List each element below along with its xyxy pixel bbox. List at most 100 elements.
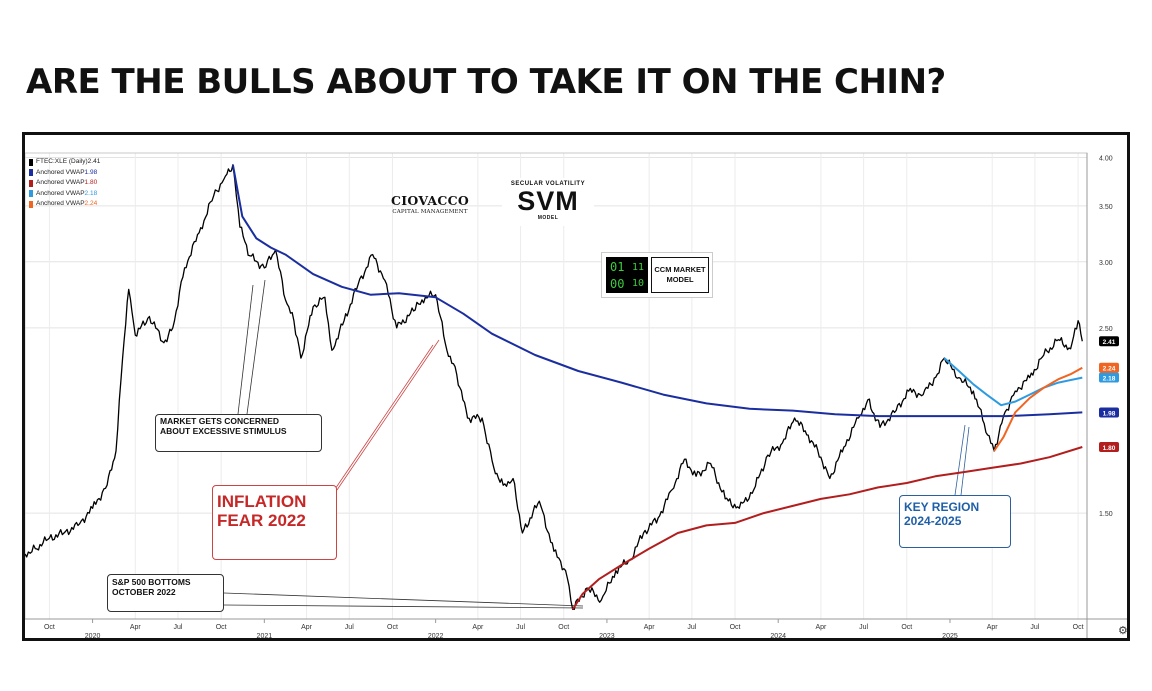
year-label: 2024 <box>770 633 786 638</box>
x-tick-label: Oct <box>730 624 741 631</box>
key-line2: 2024-2025 <box>904 514 962 528</box>
legend-value: 2.18 <box>84 189 98 197</box>
callout-line-inflation <box>336 339 440 491</box>
x-tick-label: Jul <box>859 624 868 631</box>
series-line <box>993 366 1083 452</box>
x-tick-label: Apr <box>815 624 827 631</box>
legend-value: 1.98 <box>84 168 98 176</box>
price-chart: 4.00 3.50 3.00 2.50 1.50 Oct Apr Jul Oct Apr Jul Oc… <box>25 152 1127 638</box>
legend-label: Anchored VWAP <box>36 179 85 186</box>
legend-item: FTEC:XLE (Daily) 2.41 <box>29 157 100 168</box>
ccm-digit: 01 <box>610 260 625 274</box>
callout-lines <box>223 279 970 609</box>
x-tick-label: Jul <box>1030 624 1039 631</box>
svm-top-text: SECULAR VOLATILITY <box>510 181 586 187</box>
price-tag <box>1099 362 1119 373</box>
stimulus-annotation: MARKET GETS CONCERNED ABOUT EXCESSIVE ST… <box>155 414 322 452</box>
x-tick-label: Apr <box>130 624 142 631</box>
x-tick-label: Oct <box>44 624 55 631</box>
y-tick-label: 3.00 <box>1099 260 1113 267</box>
legend-value: 1.80 <box>84 179 98 186</box>
price-tag <box>1099 407 1119 418</box>
x-tick-label: Oct <box>1073 624 1084 631</box>
x-tick-label: Jul <box>345 624 354 631</box>
callout-line-key <box>954 424 966 496</box>
chart-frame: 4.00 3.50 3.00 2.50 1.50 Oct Apr Jul Oct Apr Jul Oc… <box>22 132 1130 641</box>
year-label: 2020 <box>85 633 101 638</box>
y-tick-label: 2.50 <box>1099 326 1113 333</box>
ccm-digit: 00 <box>610 277 625 291</box>
price-labels: 2.41 1.98 1.80 2.18 2.24 <box>1099 336 1119 452</box>
legend-swatch <box>29 200 33 208</box>
axes: 4.00 3.50 3.00 2.50 1.50 Oct Apr Jul Oct Apr Jul Oc… <box>25 152 1127 638</box>
svm-logo: SECULAR VOLATILITY SVM MODEL <box>502 178 594 226</box>
x-tick-label: Apr <box>301 624 313 631</box>
legend-value: 2.41 <box>87 158 101 165</box>
legend-item: Anchored VWAP 2.18 <box>29 189 100 200</box>
series-line <box>571 446 1083 610</box>
callout-line-key <box>960 426 970 496</box>
year-label: 2021 <box>257 633 273 638</box>
x-tick-label: Oct <box>216 624 227 631</box>
legend-value: 2.24 <box>84 200 98 207</box>
x-tick-label: Apr <box>987 624 999 631</box>
inflation-line1: INFLATION <box>217 492 307 511</box>
price-tag-label: 1.80 <box>1103 445 1116 452</box>
ccm-line2: MODEL <box>666 275 694 284</box>
price-tag-label: 1.98 <box>1103 410 1116 417</box>
stimulus-line2: ABOUT EXCESSIVE STIMULUS <box>160 426 287 436</box>
svm-big-text: SVM <box>517 186 579 216</box>
x-tick-label: Jul <box>174 624 183 631</box>
year-label: 2022 <box>428 633 444 638</box>
year-label: 2025 <box>942 633 958 638</box>
legend-swatch <box>29 158 33 166</box>
legend-label: Anchored VWAP <box>36 200 85 207</box>
price-tag <box>1099 441 1119 452</box>
legend-item: Anchored VWAP 2.24 <box>29 199 100 210</box>
inflation-annotation: INFLATION FEAR 2022 <box>212 485 337 560</box>
key-region-annotation: KEY REGION 2024-2025 <box>899 495 1011 548</box>
ccm-logo: 01 11 00 10 CCM MARKET MODEL <box>601 252 713 298</box>
settings-gear-icon[interactable]: ⚙ <box>1118 624 1127 637</box>
ccm-line1: CCM MARKET <box>654 265 706 274</box>
ccm-digit: 10 <box>632 278 645 289</box>
price-tag-label: 2.24 <box>1103 366 1116 373</box>
y-tick-label: 4.00 <box>1099 156 1113 163</box>
callout-line-stimulus <box>237 284 254 415</box>
ciovacco-logo: CIOVACCO CAPITAL MANAGEMENT <box>388 193 472 215</box>
price-tag-label: 2.18 <box>1103 376 1116 383</box>
y-tick-label: 3.50 <box>1099 204 1113 211</box>
callout-line-inflation <box>330 344 434 496</box>
legend-label: Anchored VWAP <box>36 168 85 176</box>
callout-line-sp500 <box>223 604 584 609</box>
series-line <box>943 357 1083 407</box>
svm-bottom-text: MODEL <box>537 215 559 221</box>
legend-swatch <box>29 190 33 198</box>
x-tick-label: Jul <box>516 624 525 631</box>
inflation-line2: FEAR 2022 <box>217 511 306 530</box>
legend-item: Anchored VWAP 1.98 <box>29 168 100 179</box>
series-group <box>25 164 1083 611</box>
headline: ARE THE BULLS ABOUT TO TAKE IT ON THE CH… <box>26 62 946 102</box>
stimulus-line1: MARKET GETS CONCERNED <box>160 416 280 426</box>
ccm-digit: 11 <box>632 262 645 273</box>
ciovacco-name: CIOVACCO <box>390 193 470 208</box>
legend-label: FTEC:XLE (Daily) <box>36 158 88 165</box>
x-tick-label: Oct <box>901 624 912 631</box>
series-line <box>25 164 1083 611</box>
legend-swatch <box>29 169 33 177</box>
legend-label: Anchored VWAP <box>36 189 85 197</box>
sp500-line2: OCTOBER 2022 <box>112 587 176 597</box>
series-line <box>231 164 1083 418</box>
y-tick-label: 1.50 <box>1099 511 1113 518</box>
ccm-text-box: CCM MARKET MODEL <box>651 257 709 293</box>
x-tick-label: Jul <box>687 624 696 631</box>
callout-line-stimulus <box>246 279 266 415</box>
sp500-annotation: S&P 500 BOTTOMS OCTOBER 2022 <box>107 574 224 612</box>
x-tick-label: Oct <box>558 624 569 631</box>
key-line1: KEY REGION <box>904 500 980 514</box>
price-tag <box>1099 336 1119 347</box>
legend: FTEC:XLE (Daily) 2.41 Anchored VWAP 1.98… <box>29 157 100 210</box>
year-label: 2023 <box>599 633 615 638</box>
legend-item: Anchored VWAP 1.80 <box>29 178 100 189</box>
